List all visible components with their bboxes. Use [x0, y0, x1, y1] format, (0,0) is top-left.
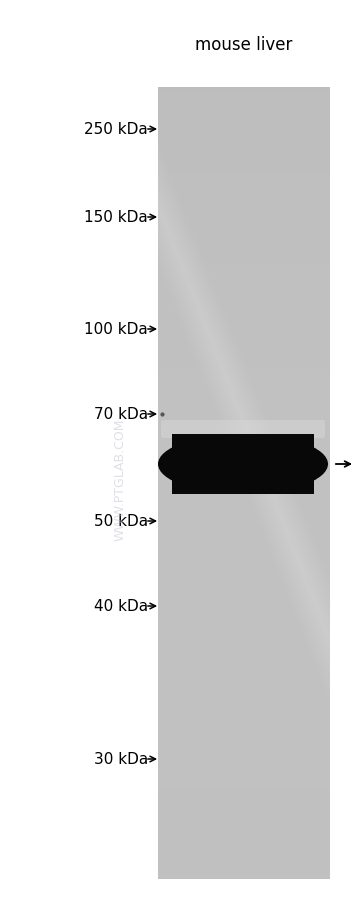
Text: mouse liver: mouse liver: [195, 36, 293, 54]
Text: 250 kDa: 250 kDa: [84, 123, 148, 137]
FancyBboxPatch shape: [161, 420, 325, 438]
Text: 100 kDa: 100 kDa: [84, 322, 148, 337]
Ellipse shape: [158, 435, 328, 494]
Text: 30 kDa: 30 kDa: [94, 751, 148, 767]
Text: 50 kDa: 50 kDa: [94, 514, 148, 529]
Text: 150 kDa: 150 kDa: [84, 210, 148, 226]
Bar: [172, 435, 314, 494]
Text: 70 kDa: 70 kDa: [94, 407, 148, 422]
Text: 40 kDa: 40 kDa: [94, 599, 148, 614]
Text: WWW.PTGLAB.COM: WWW.PTGLAB.COM: [113, 419, 126, 540]
